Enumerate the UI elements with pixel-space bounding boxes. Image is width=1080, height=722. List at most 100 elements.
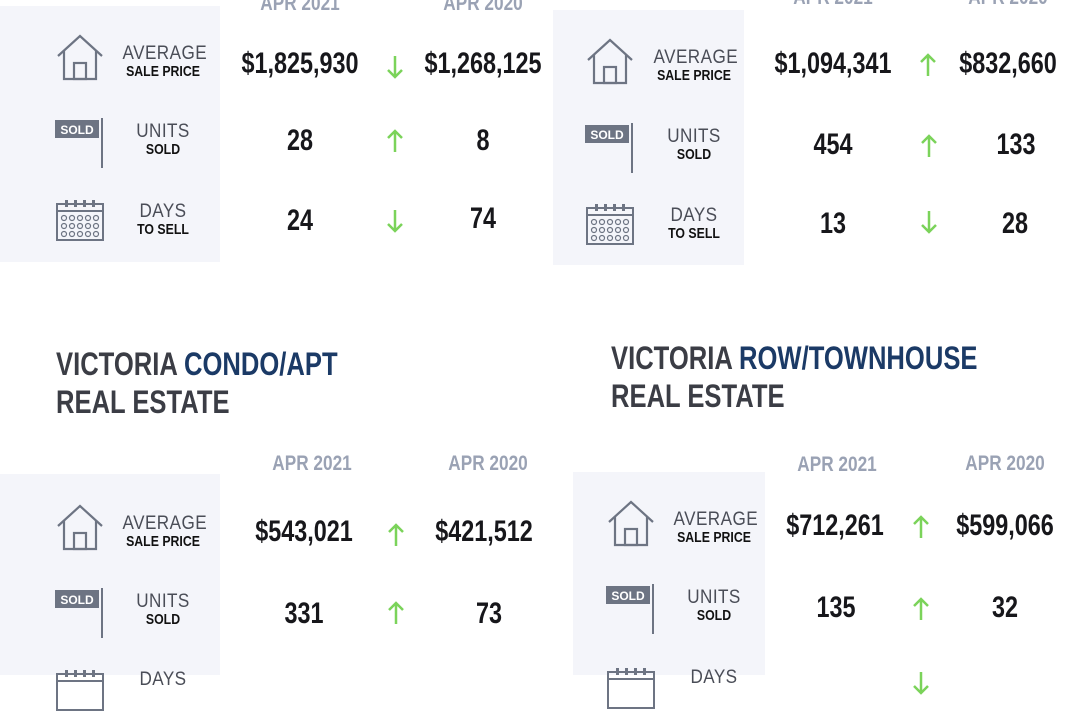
panel-top-left: APR 2021 APR 2020 AVERAGE SALE PRICE $1,… <box>0 0 550 270</box>
panel-top-right: APR 2021 APR 2020 AVERAGE SALE PRICE $1,… <box>553 0 1080 270</box>
value-current: 331 <box>284 597 324 630</box>
calendar-icon <box>56 200 104 241</box>
header-apr-2020: APR 2020 <box>443 0 523 15</box>
arrow-up-icon <box>387 129 403 152</box>
value-current: 13 <box>819 207 847 240</box>
label-top: UNITS <box>687 587 741 608</box>
row-average-sale-price: AVERAGE SALE PRICE $712,261 $599,066 <box>573 498 1080 558</box>
value-previous: 32 <box>991 591 1019 624</box>
row-days-to-sell: DAYS <box>573 662 1080 722</box>
title-accent: ROW/TOWNHOUSE <box>739 340 978 376</box>
value-current: 135 <box>816 591 856 624</box>
label-top: AVERAGE <box>122 43 208 64</box>
value-current: $712,261 <box>786 509 884 542</box>
house-icon <box>587 38 633 85</box>
label-bottom: TO SELL <box>137 220 189 238</box>
label-bottom: SOLD <box>145 610 181 628</box>
arrow-up-icon <box>920 53 936 76</box>
header-apr-2021: APR 2021 <box>272 452 352 475</box>
header-apr-2021: APR 2021 <box>797 453 877 476</box>
label-bottom: SOLD <box>145 140 181 158</box>
arrow-up-icon <box>921 134 937 157</box>
sold-sign-icon: SOLD <box>585 123 633 173</box>
label-average-sale-price: AVERAGE SALE PRICE <box>669 510 759 546</box>
title-prefix: VICTORIA <box>56 346 185 382</box>
value-previous: $421,512 <box>435 515 533 548</box>
label-top: AVERAGE <box>653 47 739 68</box>
house-icon <box>57 34 103 81</box>
value-previous: $1,268,125 <box>424 47 542 80</box>
value-previous: 8 <box>476 124 490 157</box>
row-days-to-sell: DAYS TO SELL 24 74 <box>0 192 550 252</box>
house-icon <box>57 504 103 551</box>
label-top: DAYS <box>139 201 187 222</box>
arrow-down-icon <box>921 211 937 234</box>
label-units-sold: UNITS SOLD <box>118 122 208 158</box>
row-days-to-sell: DAYS <box>0 662 550 722</box>
label-bottom: SALE PRICE <box>677 528 751 546</box>
arrow-up-icon <box>388 523 404 546</box>
label-bottom: SALE PRICE <box>126 62 200 80</box>
section-title-condo: VICTORIA CONDO/APT REAL ESTATE <box>56 345 338 421</box>
label-bottom: SOLD <box>676 145 712 163</box>
icon-column <box>0 6 220 262</box>
svg-text:SOLD: SOLD <box>60 123 94 137</box>
label-days-to-sell: DAYS <box>118 670 208 690</box>
row-average-sale-price: AVERAGE SALE PRICE $1,825,930 $1,268,125 <box>0 32 550 92</box>
arrow-up-icon <box>913 515 929 538</box>
value-previous: 73 <box>475 597 503 630</box>
header-apr-2020: APR 2020 <box>965 452 1045 475</box>
icon-column <box>0 474 220 675</box>
label-bottom: SALE PRICE <box>657 66 731 84</box>
icon-column <box>573 472 765 675</box>
label-top: AVERAGE <box>673 509 759 530</box>
panel-bottom-left: APR 2021 APR 2020 AVERAGE SALE PRICE $54… <box>0 440 550 711</box>
arrow-down-icon <box>387 56 403 79</box>
svg-text:SOLD: SOLD <box>60 593 94 607</box>
value-current: $543,021 <box>255 515 353 548</box>
label-top: DAYS <box>670 205 718 226</box>
label-average-sale-price: AVERAGE SALE PRICE <box>118 44 208 80</box>
value-previous: 28 <box>1001 207 1029 240</box>
header-apr-2021: APR 2021 <box>260 0 340 15</box>
value-current: 28 <box>286 124 314 157</box>
label-bottom: SALE PRICE <box>126 532 200 550</box>
value-current: 454 <box>813 128 853 161</box>
value-previous: 74 <box>469 202 497 235</box>
title-prefix: VICTORIA <box>611 340 740 376</box>
label-bottom: TO SELL <box>668 224 720 242</box>
label-top: UNITS <box>136 591 190 612</box>
title-line2: REAL ESTATE <box>56 384 230 420</box>
label-days-to-sell: DAYS TO SELL <box>649 206 739 242</box>
header-apr-2020: APR 2020 <box>959 0 1057 10</box>
label-top: AVERAGE <box>122 513 208 534</box>
value-current: $1,094,341 <box>774 47 892 80</box>
arrow-down-icon <box>387 210 403 233</box>
icon-column <box>553 10 744 265</box>
row-days-to-sell: DAYS TO SELL 13 28 <box>553 196 1080 256</box>
row-units-sold: SOLD UNITS SOLD 135 32 <box>573 578 1080 638</box>
calendar-icon <box>586 204 634 245</box>
row-units-sold: SOLD UNITS SOLD 28 8 <box>0 112 550 172</box>
label-average-sale-price: AVERAGE SALE PRICE <box>649 48 739 84</box>
value-previous: $832,660 <box>959 47 1057 80</box>
value-current: $1,825,930 <box>241 47 359 80</box>
arrow-down-icon <box>913 672 929 695</box>
arrow-up-icon <box>388 601 404 624</box>
label-top: UNITS <box>667 126 721 147</box>
label-top: UNITS <box>136 121 190 142</box>
row-units-sold: SOLD UNITS SOLD 331 73 <box>0 582 550 642</box>
row-units-sold: SOLD UNITS SOLD 454 133 <box>553 117 1080 177</box>
title-line2: REAL ESTATE <box>611 378 785 414</box>
sold-sign-icon: SOLD <box>55 588 103 638</box>
label-bottom: SOLD <box>696 606 732 624</box>
value-current: 24 <box>286 204 314 237</box>
panel-bottom-right: APR 2021 APR 2020 AVERAGE SALE PRICE $71… <box>573 440 1080 709</box>
house-icon <box>608 500 654 547</box>
title-accent: CONDO/APT <box>184 346 338 382</box>
header-apr-2021: APR 2021 <box>784 0 882 10</box>
calendar-icon <box>607 668 655 709</box>
label-units-sold: UNITS SOLD <box>669 588 759 624</box>
row-average-sale-price: AVERAGE SALE PRICE $1,094,341 $832,660 <box>553 36 1080 96</box>
label-average-sale-price: AVERAGE SALE PRICE <box>118 514 208 550</box>
